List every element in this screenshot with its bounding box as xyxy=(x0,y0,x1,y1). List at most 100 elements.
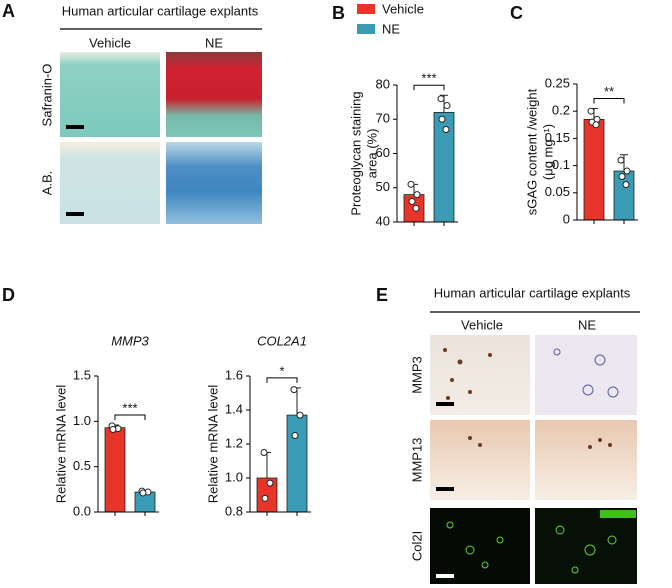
scale-bar xyxy=(66,125,84,129)
chart-title: COL2A1 xyxy=(257,333,307,348)
data-point xyxy=(622,181,630,189)
y-tick-label: 50 xyxy=(376,179,390,194)
data-point xyxy=(412,204,420,212)
row-label: Col2I xyxy=(409,531,424,561)
column-label: Vehicle xyxy=(89,35,131,50)
column-label: NE xyxy=(578,317,596,332)
image xyxy=(535,420,637,500)
y-tick-label: 0.15 xyxy=(545,130,570,145)
column-label: NE xyxy=(205,35,223,50)
data-point xyxy=(618,172,626,180)
y-tick-label: 1.4 xyxy=(225,401,243,416)
bar xyxy=(104,427,126,513)
data-point xyxy=(266,479,274,487)
chart-title: MMP3 xyxy=(111,333,149,348)
image xyxy=(535,508,637,584)
y-tick-label: 0 xyxy=(563,211,570,226)
data-point xyxy=(261,494,269,502)
row-label: Safranin-O xyxy=(39,64,54,127)
y-axis-label: Relative mRNA level xyxy=(205,385,220,504)
data-point xyxy=(438,115,446,123)
image xyxy=(430,420,530,500)
y-tick-label: 40 xyxy=(376,213,390,228)
y-axis-label: sGAG content /weight xyxy=(524,88,539,215)
y-tick-label: 1.6 xyxy=(225,367,243,382)
cells xyxy=(443,348,612,449)
data-point xyxy=(587,107,595,115)
panel-title: Human articular cartilage explants xyxy=(62,3,259,18)
panel-title: Human articular cartilage explants xyxy=(434,285,631,300)
panel-e-images xyxy=(430,311,640,584)
y-axis-label: Proteoglycan staining xyxy=(348,91,363,215)
y-axis-label: (μg mg⁻¹) xyxy=(540,124,555,180)
panel-letter: B xyxy=(332,3,345,23)
y-tick-label: 0.25 xyxy=(545,75,570,90)
significance-bracket xyxy=(593,97,625,104)
image xyxy=(60,142,160,224)
image xyxy=(60,52,160,137)
significance-label: ** xyxy=(604,84,614,99)
error-bar xyxy=(263,452,271,478)
cells xyxy=(553,348,619,398)
row-label: A.B. xyxy=(39,171,54,196)
y-tick-label: 60 xyxy=(376,145,390,160)
y-tick-label: 70 xyxy=(376,111,390,126)
data-point xyxy=(413,191,421,199)
data-point xyxy=(260,449,268,456)
data-point xyxy=(291,432,299,439)
significance-label: *** xyxy=(421,71,436,86)
data-point xyxy=(442,126,450,134)
panel-letter: C xyxy=(510,3,523,23)
significance-label: *** xyxy=(122,400,137,415)
panel-letter: D xyxy=(2,285,15,305)
scale-bar xyxy=(66,212,84,216)
row-label: MMP3 xyxy=(409,356,424,394)
significance-bracket xyxy=(114,414,146,420)
image xyxy=(535,335,637,415)
data-point xyxy=(296,411,304,419)
legend-label: NE xyxy=(382,21,400,36)
y-tick-label: 0.05 xyxy=(545,184,570,199)
image xyxy=(166,52,262,137)
significance-bracket xyxy=(413,84,445,91)
panel-letter: A xyxy=(2,1,15,21)
column-label: Vehicle xyxy=(461,317,503,332)
data-point xyxy=(592,121,600,129)
y-tick-label: 1.0 xyxy=(225,469,243,484)
y-axis-label: Relative mRNA level xyxy=(53,385,68,504)
y-tick-label: 1.5 xyxy=(73,367,91,382)
y-tick-label: 0.2 xyxy=(552,103,570,118)
data-point xyxy=(617,156,625,164)
significance-label: * xyxy=(279,363,284,378)
data-point xyxy=(437,95,445,103)
data-point xyxy=(443,102,451,110)
scale-bar xyxy=(436,574,454,578)
image xyxy=(166,142,262,224)
panel-letter: E xyxy=(376,285,388,305)
y-tick-label: 80 xyxy=(376,76,390,91)
y-tick-label: 0.1 xyxy=(552,157,570,172)
legend-swatch xyxy=(357,4,375,14)
row-label: MMP13 xyxy=(409,438,424,483)
bar xyxy=(583,118,605,221)
image xyxy=(430,508,530,584)
y-tick-label: 0.8 xyxy=(225,503,243,518)
y-tick-label: 1.0 xyxy=(73,413,91,428)
y-tick-label: 1.2 xyxy=(225,435,243,450)
data-point xyxy=(109,425,117,433)
y-axis-label: area (%) xyxy=(364,129,379,179)
significance-bracket xyxy=(266,377,298,383)
panel-a-images xyxy=(60,28,262,224)
bar xyxy=(286,414,308,513)
scale-bar xyxy=(436,402,454,406)
image xyxy=(430,335,530,415)
cells xyxy=(446,510,636,574)
data-point xyxy=(408,197,416,205)
y-tick-label: 0.5 xyxy=(73,458,91,473)
legend-label: Vehicle xyxy=(382,1,424,16)
data-point xyxy=(139,489,147,497)
y-tick-label: 0.0 xyxy=(73,503,91,518)
legend-swatch xyxy=(357,24,375,34)
scale-bar xyxy=(436,487,454,491)
